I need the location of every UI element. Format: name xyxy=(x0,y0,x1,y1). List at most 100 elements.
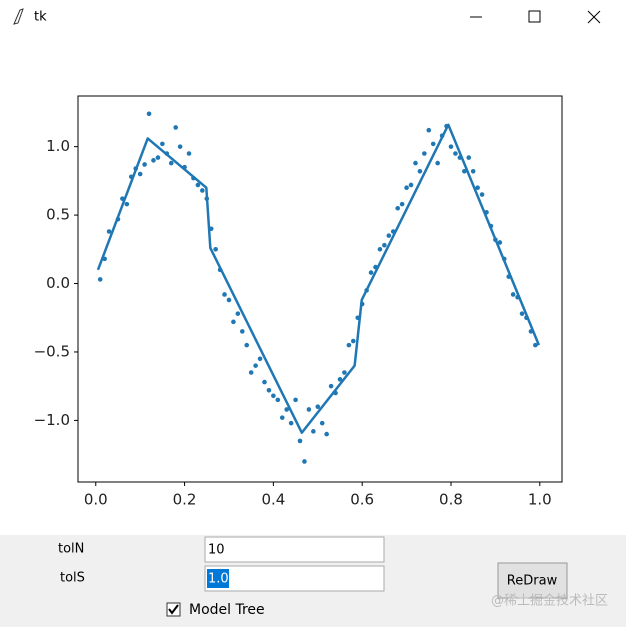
scatter-point xyxy=(519,311,525,316)
y-tick-label: −0.5 xyxy=(34,342,70,360)
tk-icon xyxy=(13,8,24,25)
scatter-point xyxy=(479,192,485,197)
scatter-point xyxy=(408,182,414,188)
scatter-point xyxy=(297,438,303,444)
scatter-point xyxy=(435,160,440,166)
y-tick-label: 0.0 xyxy=(46,274,70,292)
scatter-point xyxy=(368,270,374,275)
scatter-point xyxy=(466,155,472,160)
scatter-point xyxy=(470,168,476,174)
tolN-value: 10 xyxy=(208,543,225,558)
scatter-point xyxy=(106,229,112,234)
scatter-point xyxy=(235,311,241,316)
scatter-point xyxy=(346,342,352,348)
maximize-button[interactable] xyxy=(528,10,541,23)
scatter-point xyxy=(151,158,156,163)
scatter-point xyxy=(137,171,143,177)
tolS-label: tolS xyxy=(60,571,85,586)
scatter-point xyxy=(510,292,516,297)
model-tree-label: Model Tree xyxy=(189,602,265,618)
tolN-label: tolN xyxy=(58,542,84,557)
scatter-point xyxy=(279,415,285,420)
scatter-point xyxy=(342,370,347,375)
scatter-point xyxy=(382,242,387,248)
scatter-point xyxy=(319,420,325,426)
x-tick-label: 0.2 xyxy=(173,491,197,509)
x-tick-label: 0.0 xyxy=(84,491,108,509)
scatter-point xyxy=(293,397,298,403)
scatter-point xyxy=(160,141,165,147)
model-line xyxy=(96,123,541,434)
scatter-point xyxy=(399,201,405,207)
scatter-point xyxy=(186,151,192,156)
scatter-point xyxy=(315,404,321,410)
scatter-point xyxy=(426,127,432,133)
scatter-point xyxy=(271,393,276,399)
scatter-point xyxy=(168,160,174,166)
x-tick-label: 1.0 xyxy=(528,491,552,509)
scatter-point xyxy=(430,141,436,147)
scatter-point xyxy=(351,338,356,344)
x-tick-label: 0.6 xyxy=(350,491,374,509)
scatter-point xyxy=(195,182,201,188)
redraw-button[interactable] xyxy=(497,562,568,599)
scatter-point xyxy=(262,379,267,385)
scatter-point xyxy=(497,240,503,245)
selection-highlight xyxy=(207,569,229,588)
scatter-point xyxy=(226,297,232,303)
scatter-point xyxy=(284,407,289,412)
scatter-point xyxy=(275,397,281,403)
y-tick-label: −1.0 xyxy=(34,411,70,429)
scatter-point xyxy=(248,370,254,375)
checkmark xyxy=(168,604,179,615)
scatter-point xyxy=(337,377,343,382)
scatter-point xyxy=(453,151,458,156)
scatter-point xyxy=(213,247,218,252)
scatter-point xyxy=(324,431,329,437)
scatter-point xyxy=(302,459,307,464)
tolS-entry[interactable] xyxy=(204,565,385,592)
scatter-point xyxy=(404,185,409,191)
x-tick-label: 0.8 xyxy=(439,491,463,509)
tolS-value: 1.0 xyxy=(208,572,229,587)
scatter-point xyxy=(257,356,263,362)
scatter-point xyxy=(377,247,383,252)
scatter-point xyxy=(311,429,316,434)
scatter-point xyxy=(177,144,183,149)
scatter-point xyxy=(173,125,178,130)
scatter-point xyxy=(422,151,427,156)
scatter-point xyxy=(200,188,205,193)
scatter-point xyxy=(417,168,423,174)
scatter-point xyxy=(266,387,272,393)
scatter-point xyxy=(328,383,334,389)
tolN-entry[interactable] xyxy=(204,536,385,563)
close-button[interactable] xyxy=(587,10,601,24)
scatter-point xyxy=(306,407,312,412)
scatter-point xyxy=(253,363,258,368)
scatter-point xyxy=(222,292,227,297)
scatter-point xyxy=(239,329,245,334)
scatter-point xyxy=(231,319,236,325)
scatter-point xyxy=(124,201,130,207)
scatter-point xyxy=(244,342,250,348)
plot: 0.0 0.2 0.4 0.6 0.8 1.0 1.0 0.5 0.0 −0.5 −1.0 xyxy=(34,111,552,509)
redraw-label: ReDraw xyxy=(507,574,558,589)
y-tick-label: 1.0 xyxy=(46,137,70,155)
scatter-point xyxy=(462,168,467,174)
scatter-point xyxy=(475,185,480,191)
watermark: @稀土掘金技术社区 xyxy=(491,593,608,609)
y-tick-label: 0.5 xyxy=(46,206,70,224)
scatter-point xyxy=(448,144,454,149)
scatter-point xyxy=(413,160,418,166)
scatter-point xyxy=(142,162,147,167)
scatter-point xyxy=(395,205,401,211)
scatter-point xyxy=(146,111,152,117)
scatter-point xyxy=(288,420,294,426)
scatter-point xyxy=(386,233,392,238)
plot-frame xyxy=(77,95,563,483)
scatter-point xyxy=(97,277,103,282)
scatter-point xyxy=(155,155,161,160)
